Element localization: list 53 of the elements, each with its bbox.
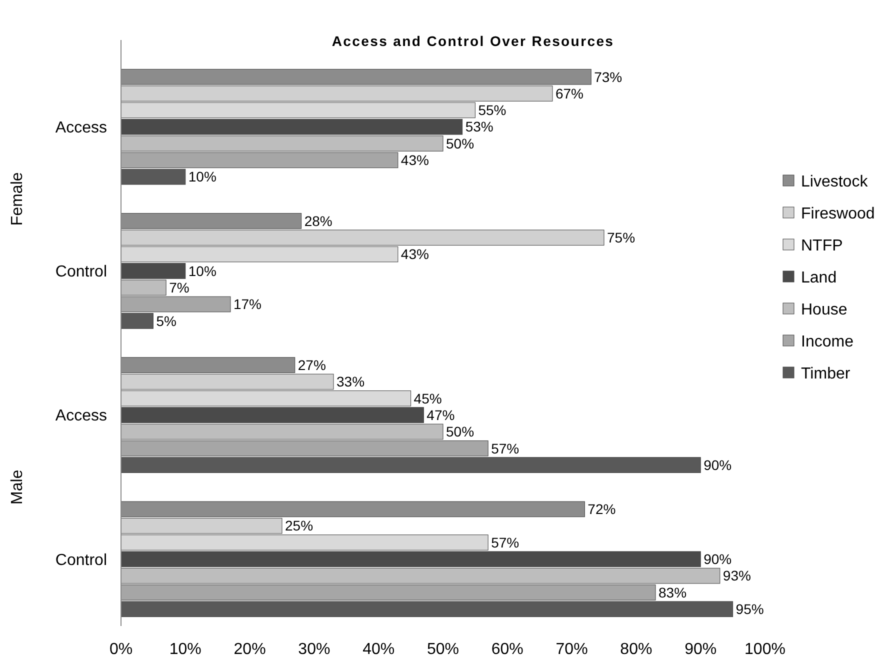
data-label: 45% (414, 390, 442, 406)
data-label: 57% (491, 534, 520, 550)
x-tick-label: 70% (556, 641, 588, 658)
y-tick-label: Access (55, 408, 107, 425)
x-tick-label: 20% (234, 641, 266, 658)
data-label: 27% (298, 356, 326, 373)
data-label: 73% (594, 68, 622, 85)
data-label: 7% (169, 280, 190, 296)
data-label: 72% (588, 501, 616, 518)
x-tick-label: 40% (362, 641, 395, 658)
x-tick-label: 90% (684, 641, 717, 658)
x-tick-label: 80% (620, 641, 652, 658)
legend-label: House (801, 302, 848, 319)
data-label: 95% (736, 601, 764, 618)
legend-label: Land (801, 270, 837, 287)
data-label: 50% (446, 135, 474, 152)
data-label: 43% (400, 152, 429, 168)
x-tick-label: 10% (169, 641, 202, 658)
x-tick-label: 0% (109, 641, 133, 658)
x-tick-label: 30% (298, 641, 330, 658)
data-label: 28% (304, 212, 332, 229)
x-tick-label: 50% (426, 641, 460, 658)
data-label: 75% (607, 230, 636, 246)
data-label: 57% (491, 440, 520, 456)
legend-label: Timber (801, 366, 851, 383)
y-tick-label: Control (55, 552, 107, 569)
legend-label: Fireswood (801, 206, 875, 223)
data-label: 10% (188, 262, 216, 279)
legend-label: Livestock (801, 174, 869, 191)
legend-label: Income (801, 334, 854, 351)
data-label: 83% (658, 584, 687, 600)
data-label: 90% (704, 551, 732, 568)
y-tick-label: Access (55, 119, 107, 136)
y-tick-label: Control (55, 264, 107, 281)
data-label: 33% (336, 374, 365, 390)
data-label: 50% (446, 424, 474, 440)
data-label: 55% (478, 102, 506, 118)
data-label: 10% (188, 168, 216, 185)
data-label: 90% (704, 456, 732, 473)
data-label: 25% (285, 518, 314, 534)
data-label: 17% (233, 296, 262, 312)
legend-label: NTFP (801, 238, 843, 255)
x-tick-label: 60% (491, 641, 524, 658)
data-label: 93% (722, 568, 751, 584)
data-label: 47% (426, 406, 455, 423)
data-label: 53% (465, 118, 494, 135)
data-label: 5% (156, 312, 176, 329)
chart-title: Access and Control Over Resources (332, 33, 614, 49)
data-label: 67% (555, 85, 584, 102)
text: Male (9, 470, 26, 504)
data-label: 43% (400, 246, 429, 262)
text: Female (9, 172, 26, 226)
x-tick-label: 100% (744, 641, 786, 658)
